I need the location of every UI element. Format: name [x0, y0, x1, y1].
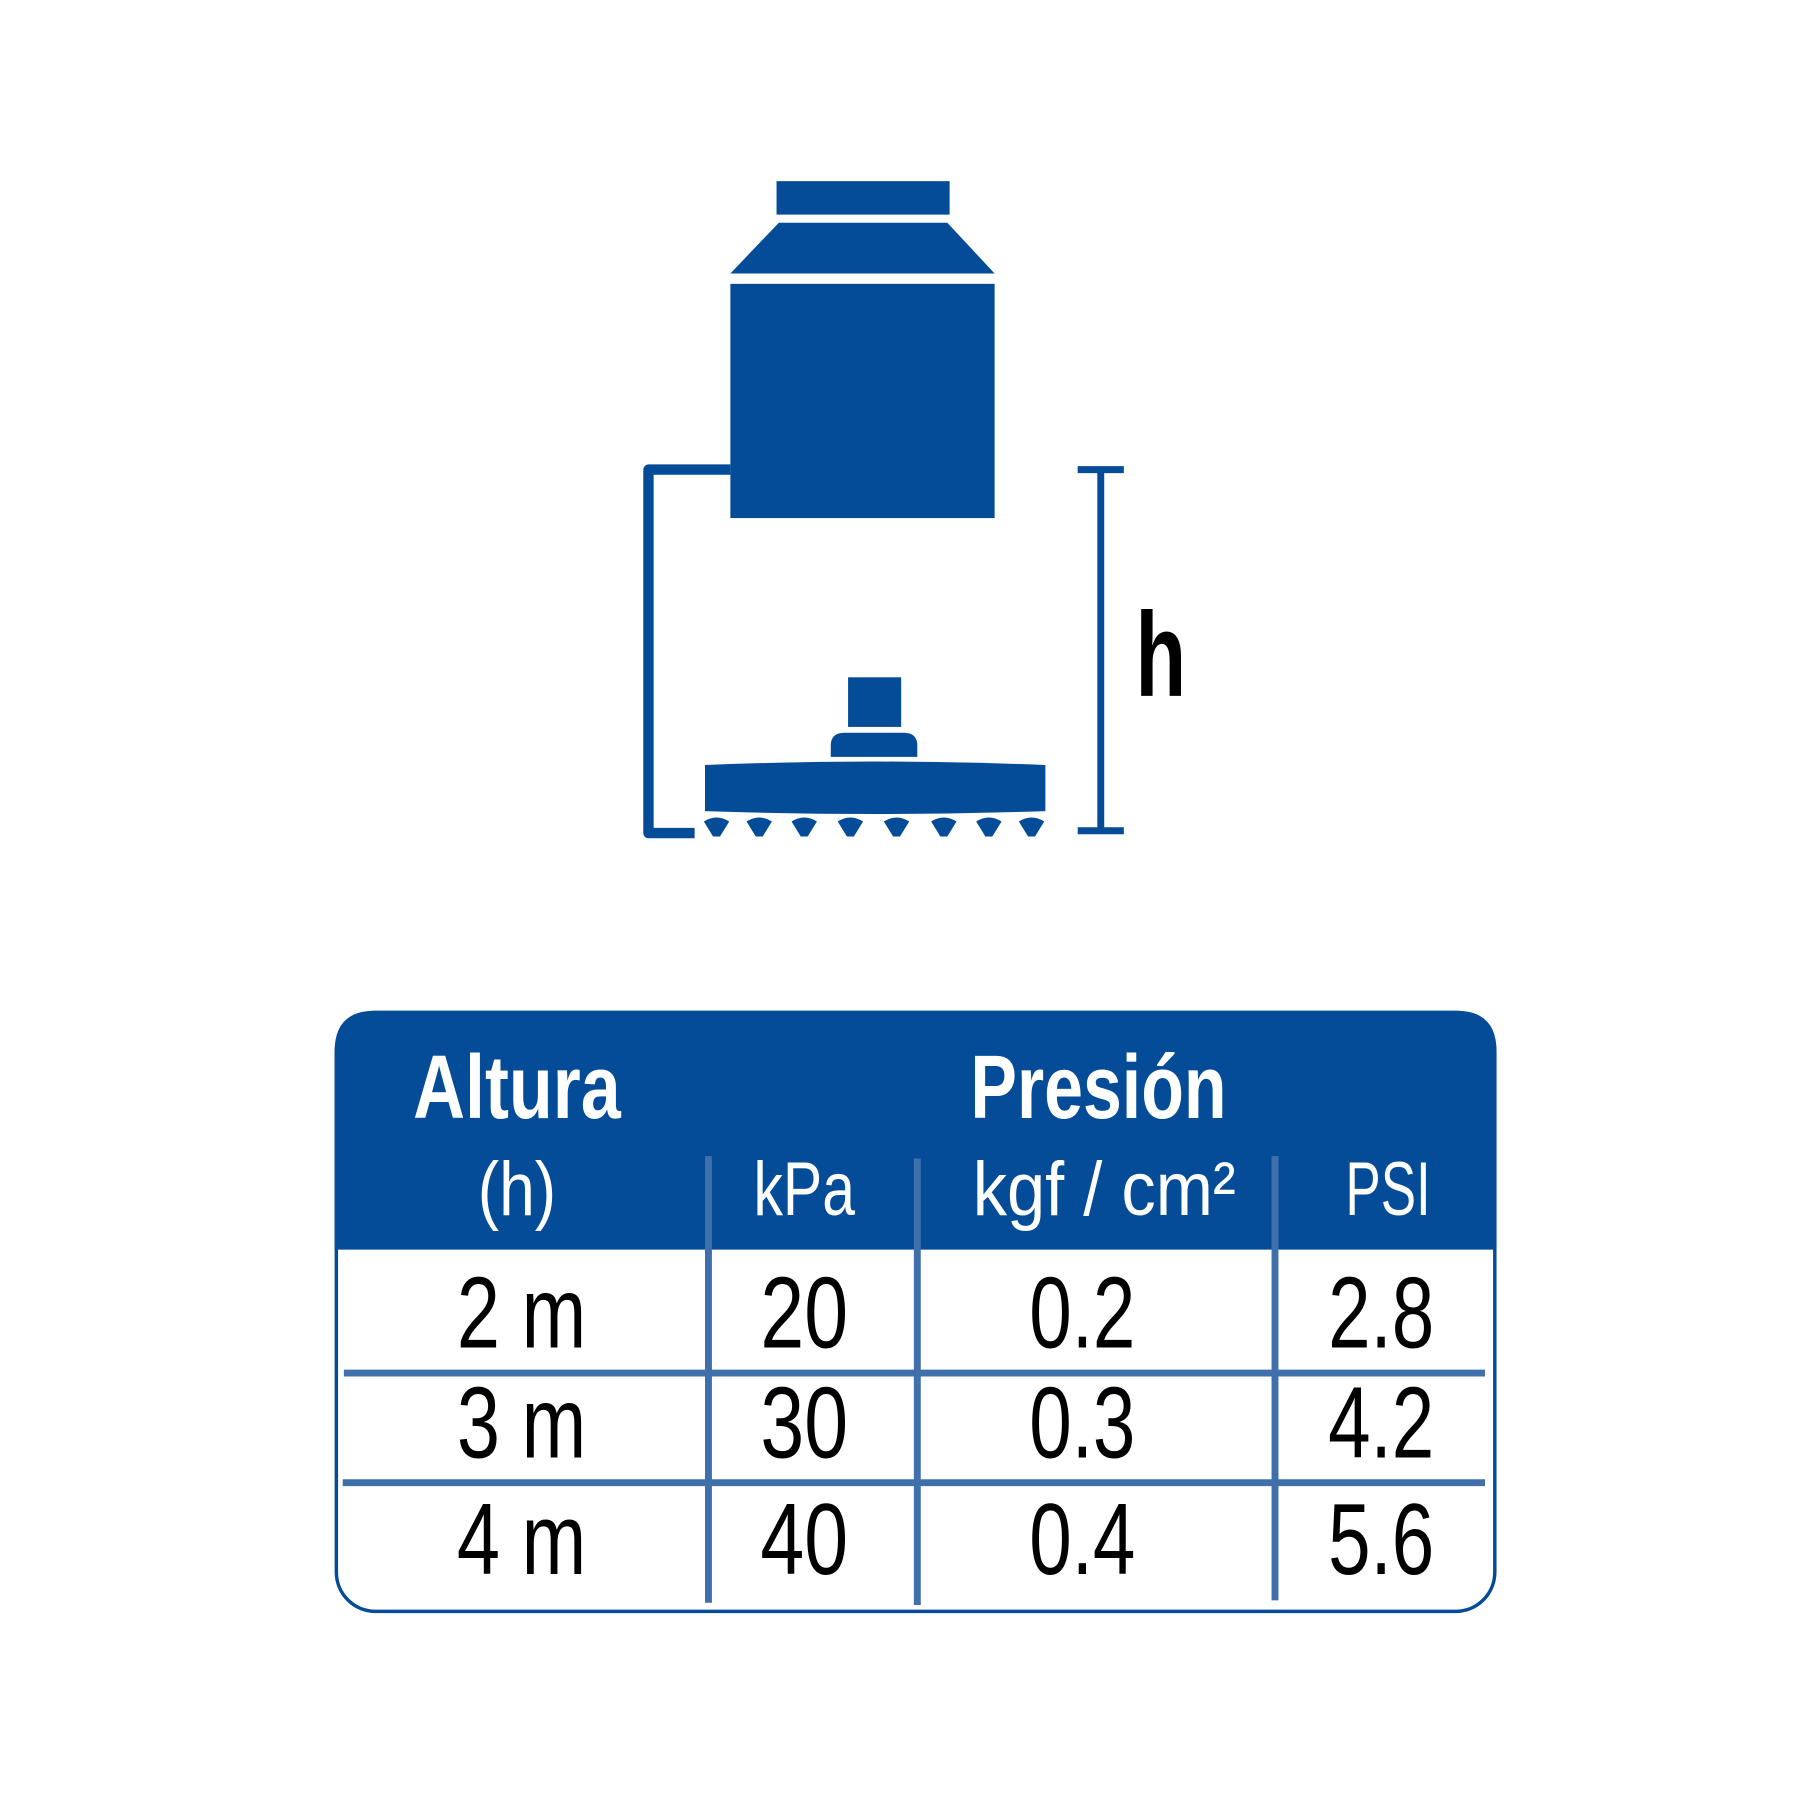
nozzle: [837, 817, 864, 837]
nozzle: [791, 817, 817, 837]
table-header-bg: [334, 1010, 1497, 1250]
pressure-table: Altura Presión (h) kPa kgf / cm² PSI 2 m…: [334, 1010, 1497, 1614]
table-cell: 4.2: [1328, 1365, 1434, 1479]
column-header-kpa: kPa: [753, 1147, 855, 1232]
table-cell: 2 m: [457, 1256, 586, 1370]
table-cell: 40: [760, 1482, 848, 1596]
column-header-kgf-cm2: kgf / cm²: [973, 1147, 1236, 1232]
header-presion: Presión: [970, 1038, 1226, 1138]
table-cell: 30: [760, 1365, 848, 1479]
shower-head-icon: [703, 677, 1046, 837]
nozzle: [931, 817, 957, 837]
pipe: [643, 464, 731, 839]
table-grid: [342, 1156, 1485, 1605]
table-cell: 4 m: [457, 1482, 586, 1596]
table-cell: 3 m: [457, 1365, 586, 1479]
table-cell: 0.4: [1029, 1482, 1135, 1596]
height-dimension: [1077, 466, 1124, 835]
header-altura: Altura: [413, 1038, 621, 1138]
table-cell: 5.6: [1328, 1482, 1434, 1596]
water-tank-icon: [730, 181, 995, 519]
nozzle: [746, 817, 772, 837]
nozzle: [1018, 817, 1045, 837]
table-cell: 0.2: [1029, 1256, 1135, 1370]
nozzle: [703, 817, 730, 837]
column-header-psi: PSI: [1345, 1147, 1430, 1232]
table-cell: 0.3: [1029, 1365, 1135, 1479]
column-header-h: (h): [478, 1147, 556, 1232]
table-cell: 20: [760, 1256, 848, 1370]
height-label: h: [1135, 588, 1186, 722]
table-cell: 2.8: [1328, 1256, 1434, 1370]
nozzle: [976, 817, 1002, 837]
nozzle: [883, 817, 910, 837]
